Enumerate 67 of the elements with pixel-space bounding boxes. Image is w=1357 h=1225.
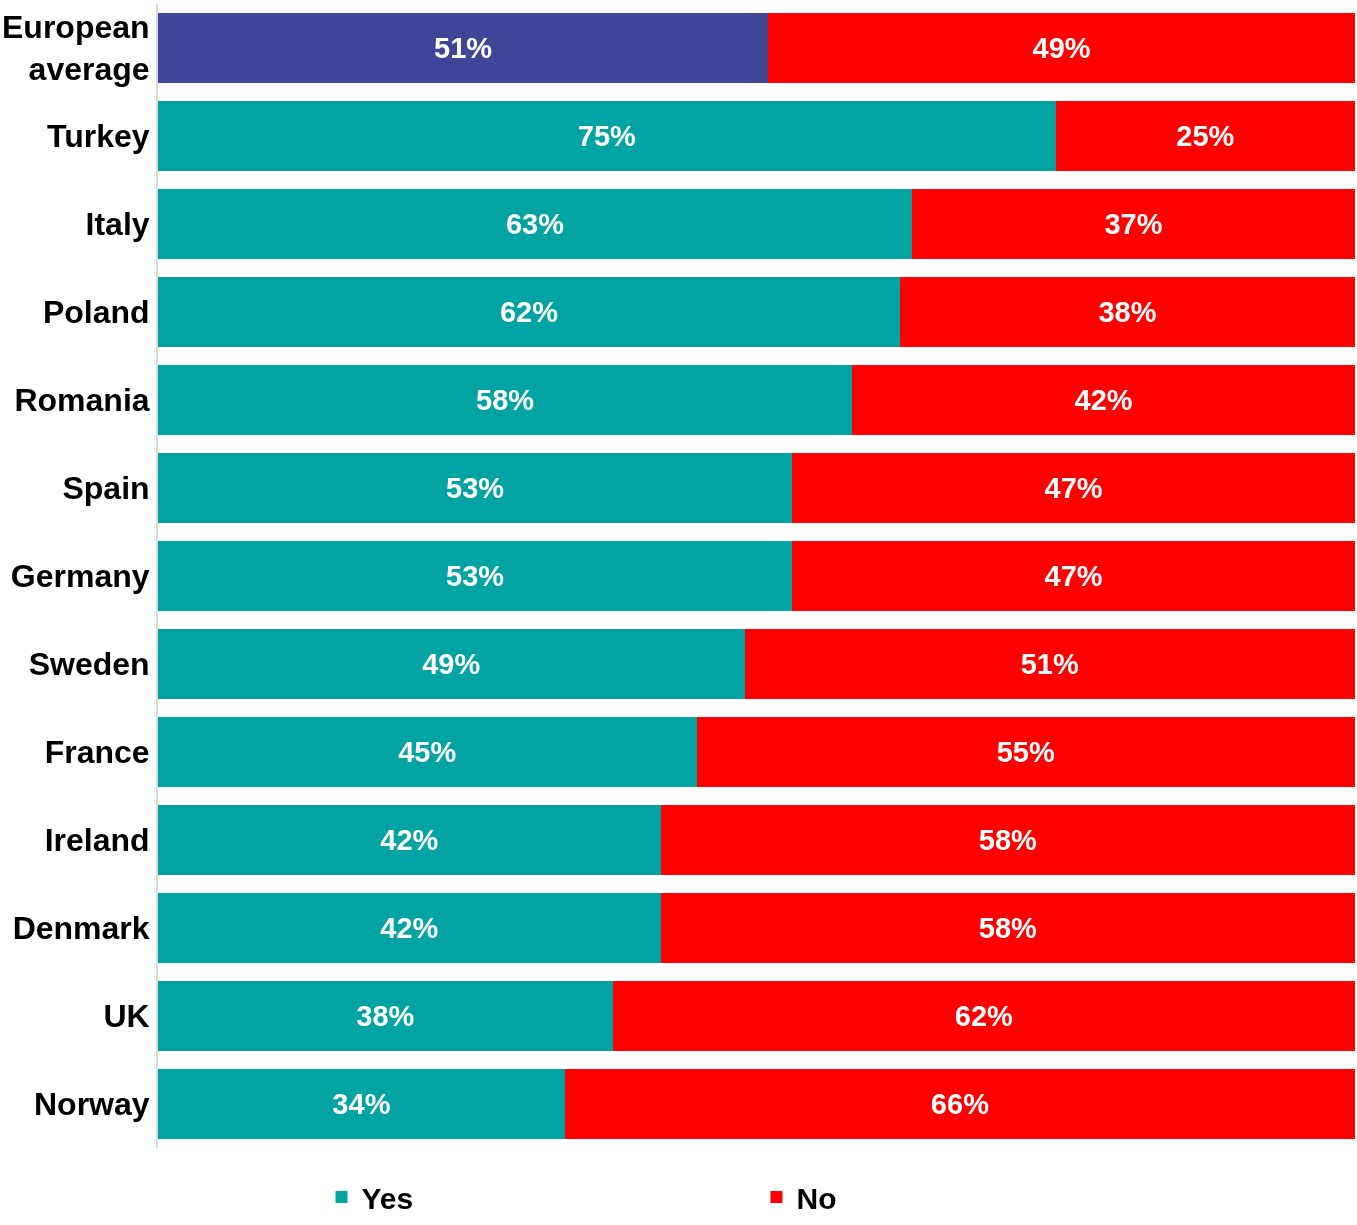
bar	[158, 188, 913, 260]
y-tick-label: Spain	[62, 470, 150, 507]
data-label: 42%	[1074, 384, 1133, 416]
y-tick-label: Romania	[14, 382, 150, 419]
data-label: 49%	[422, 648, 481, 680]
data-label: 62%	[499, 296, 559, 328]
bar	[158, 980, 613, 1052]
data-label: 58%	[476, 384, 535, 416]
bar	[900, 276, 1355, 348]
bar	[1055, 100, 1355, 172]
bar	[158, 12, 769, 84]
y-tick-label: Italy	[85, 206, 150, 243]
data-label: 45%	[398, 736, 457, 768]
bar	[564, 1068, 1355, 1140]
bar	[660, 892, 1355, 964]
data-label: 75%	[577, 120, 636, 152]
data-label: 38%	[1098, 296, 1157, 328]
data-label: 25%	[1176, 120, 1235, 152]
y-tick-label: France	[44, 734, 150, 771]
bar	[744, 628, 1355, 700]
data-label: 47%	[1044, 472, 1103, 504]
bar	[158, 276, 901, 348]
bar	[158, 716, 697, 788]
bar	[612, 980, 1355, 1052]
data-label: 66%	[930, 1088, 990, 1120]
data-label: 55%	[996, 736, 1055, 768]
bar	[158, 364, 853, 436]
bar	[660, 804, 1355, 876]
data-label: 63%	[505, 208, 565, 240]
bar	[912, 188, 1355, 260]
data-label: 53%	[446, 472, 505, 504]
y-tick-label: Ireland	[44, 822, 150, 859]
bar	[852, 364, 1355, 436]
bar	[158, 452, 793, 524]
bar	[768, 12, 1355, 84]
data-label: 51%	[434, 32, 493, 64]
bar	[792, 540, 1355, 612]
data-label: 37%	[1104, 208, 1163, 240]
legend-label: Yes	[361, 1181, 414, 1215]
bar	[158, 1068, 565, 1140]
data-label: 58%	[978, 912, 1037, 944]
bar	[158, 892, 661, 964]
bar	[792, 452, 1355, 524]
y-tick-label: Poland	[42, 294, 150, 331]
bar	[158, 628, 745, 700]
bar	[696, 716, 1355, 788]
y-tick-label: Denmark	[12, 910, 150, 947]
y-tick-label: Norway	[34, 1086, 150, 1123]
bar	[158, 100, 1056, 172]
y-tick-label: Turkey	[47, 118, 150, 155]
data-label: 49%	[1032, 32, 1091, 64]
data-label: 51%	[1020, 648, 1079, 680]
y-tick-label: European average	[2, 9, 150, 87]
legend-label: No	[796, 1181, 837, 1215]
y-tick-label: UK	[103, 998, 150, 1035]
data-label: 47%	[1044, 560, 1103, 592]
bar	[158, 540, 793, 612]
y-tick-label: Germany	[10, 558, 150, 595]
data-label: 34%	[332, 1088, 391, 1120]
data-label: 42%	[380, 912, 439, 944]
data-label: 58%	[978, 824, 1037, 856]
data-label: 53%	[446, 560, 505, 592]
data-label: 38%	[356, 1000, 415, 1032]
y-tick-label: Sweden	[28, 646, 150, 683]
bar	[158, 804, 661, 876]
data-label: 42%	[380, 824, 439, 856]
data-label: 62%	[954, 1000, 1014, 1032]
